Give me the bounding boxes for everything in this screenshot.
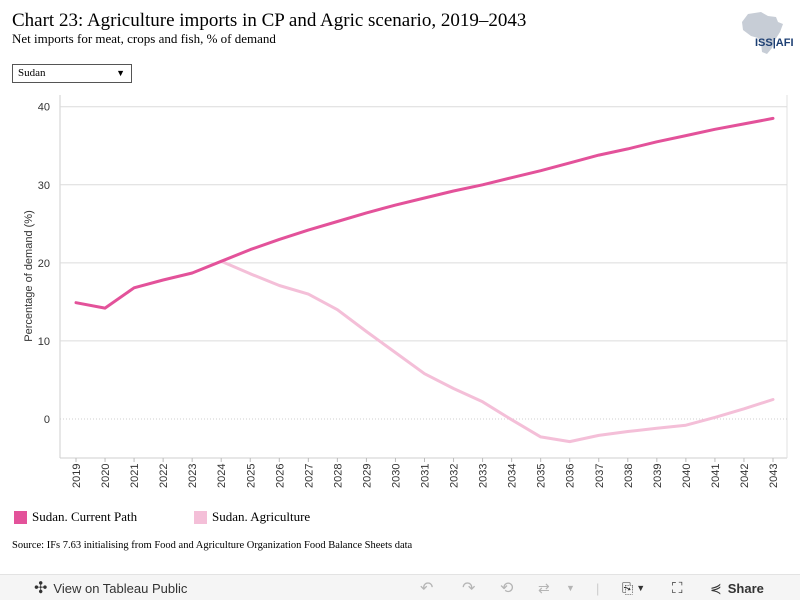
x-tick-label: 2027 (303, 464, 315, 488)
redo-icon[interactable]: ↷ (462, 580, 476, 597)
x-tick-label: 2034 (507, 464, 519, 488)
revert-icon[interactable]: ⟲ (500, 580, 514, 597)
grid-lines (59, 95, 788, 459)
x-tick-label: 2020 (100, 464, 112, 488)
legend-swatch (194, 510, 207, 524)
x-tick-label: 2019 (71, 464, 83, 488)
download-icon[interactable]: ⎘ ▼ (622, 579, 646, 596)
x-tick-label: 2043 (768, 464, 780, 488)
share-button[interactable]: ⋞ Share (710, 575, 764, 601)
x-tick-label: 2032 (449, 464, 461, 488)
x-tick-label: 2025 (245, 464, 257, 488)
legend-label: Sudan. Agriculture (212, 509, 311, 524)
x-tick-labels: 2019 2020 2021 2022 2023 2024 2025 2026 2027 2028… (71, 458, 780, 488)
x-tick-label: 2023 (187, 464, 199, 488)
x-tick-label: 2038 (623, 464, 635, 488)
iss-africa-logo: ISS|AFI (742, 12, 794, 54)
x-tick-label: 2029 (361, 464, 373, 488)
x-tick-label: 2022 (158, 464, 170, 488)
africa-map-icon (742, 12, 783, 54)
x-tick-label: 2033 (478, 464, 490, 488)
country-filter-dropdown[interactable]: Sudan ▼ (12, 64, 132, 83)
y-tick-label: 20 (38, 258, 50, 270)
x-tick-label: 2040 (681, 464, 693, 488)
x-tick-label: 2021 (129, 464, 141, 488)
y-tick-label: 30 (38, 180, 50, 192)
x-tick-label: 2037 (594, 464, 606, 488)
view-on-tableau-label: View on Tableau Public (53, 580, 188, 596)
x-tick-label: 2031 (420, 464, 432, 488)
share-label: Share (727, 580, 764, 596)
source-note: Source: IFs 7.63 initialising from Food … (12, 540, 413, 551)
toolbar-divider: | (596, 580, 600, 596)
x-tick-label: 2036 (565, 464, 577, 488)
undo-icon[interactable]: ↶ (420, 580, 434, 597)
refresh-icon[interactable]: ⇄ (538, 579, 550, 596)
y-axis-label: Percentage of demand (%) (23, 210, 35, 341)
share-icon: ⋞ (710, 579, 722, 596)
y-tick-labels: 0 10 20 30 40 (38, 102, 50, 426)
x-tick-label: 2028 (332, 464, 344, 488)
x-tick-label: 2039 (652, 464, 664, 488)
chart-title: Chart 23: Agriculture imports in CP and … (12, 10, 527, 31)
x-tick-label: 2035 (536, 464, 548, 488)
x-tick-label: 2026 (274, 464, 286, 488)
legend-item-current-path[interactable]: Sudan. Current Path (14, 508, 137, 526)
series-lines (74, 116, 775, 444)
legend-label: Sudan. Current Path (32, 509, 138, 524)
y-tick-label: 10 (38, 336, 50, 348)
chevron-down-icon: ▼ (116, 68, 125, 78)
x-tick-label: 2030 (390, 464, 402, 488)
x-tick-label: 2041 (710, 464, 722, 488)
chart-subtitle: Net imports for meat, crops and fish, % … (12, 31, 276, 46)
fullscreen-icon[interactable]: ⛶ (672, 579, 683, 597)
logo-text: ISS|AFI (755, 37, 794, 49)
x-tick-label: 2024 (216, 464, 228, 488)
y-tick-label: 0 (44, 414, 50, 426)
tableau-toolbar: ✣ View on Tableau Public ↶ ↷ ⟲ ⇄ ▼ | ⎘ ▼ … (0, 574, 800, 600)
x-tick-label: 2042 (739, 464, 751, 488)
view-on-tableau-link[interactable]: ✣ View on Tableau Public (34, 575, 187, 601)
legend-item-agriculture[interactable]: Sudan. Agriculture (194, 508, 310, 526)
y-tick-label: 40 (38, 102, 50, 114)
legend-swatch (14, 510, 27, 524)
series-line-current-path[interactable] (74, 116, 775, 310)
series-line-agriculture[interactable] (219, 259, 775, 444)
chevron-down-icon[interactable]: ▼ (566, 583, 575, 593)
tableau-icon: ✣ (34, 580, 48, 597)
dropdown-selected-value: Sudan (18, 67, 46, 79)
